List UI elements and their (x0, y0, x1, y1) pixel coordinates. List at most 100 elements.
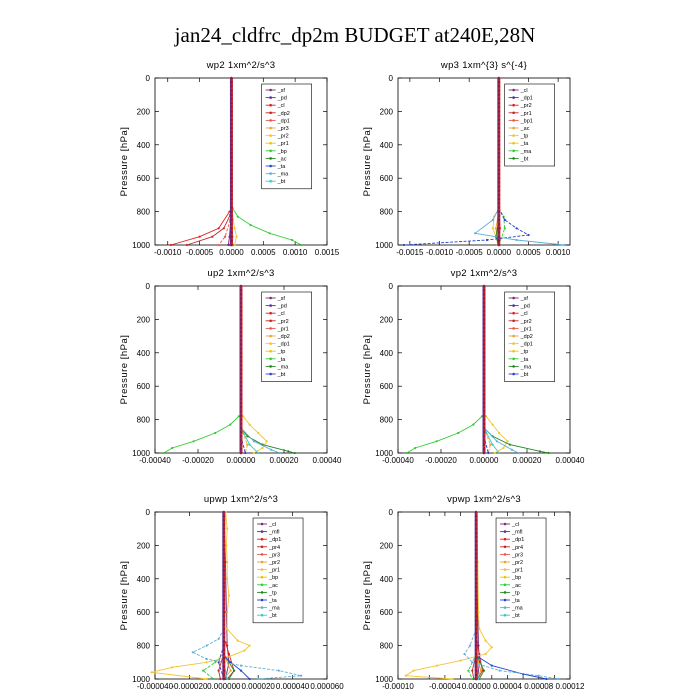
legend-entry: _cl (520, 88, 528, 94)
zero-profile-point (239, 372, 243, 375)
zero-profile-point (222, 590, 226, 593)
zero-profile-point (497, 101, 501, 105)
zero-profile-point (497, 80, 501, 84)
series-point (538, 450, 542, 453)
zero-profile-point (482, 284, 486, 288)
legend-entry: _bp (511, 575, 521, 581)
y-tick-label: 400 (137, 141, 151, 150)
y-tick-label: 800 (137, 642, 151, 651)
zero-profile-point (497, 176, 501, 180)
series-point (491, 423, 494, 426)
y-axis-label: Pressure [hPa] (119, 335, 130, 405)
x-tick-label: -0.0005 (186, 248, 214, 257)
panel-title: vp2 1xm^2/s^3 (451, 268, 518, 279)
series-point (278, 451, 281, 455)
series-point (257, 431, 260, 435)
x-tick-label: 0.00000 (227, 456, 256, 465)
zero-profile-point (474, 552, 478, 556)
figure-title: jan24_cldfrc_dp2m BUDGET at240E,28N (174, 23, 536, 47)
zero-profile-point (230, 243, 233, 247)
zero-profile-point (482, 380, 486, 384)
zero-profile-point (482, 405, 486, 409)
series-point (171, 666, 174, 669)
zero-profile-point (239, 447, 243, 451)
zero-profile-point (239, 364, 243, 367)
zero-profile-point (230, 97, 233, 101)
zero-profile-point (474, 673, 478, 677)
zero-profile-point (497, 97, 501, 101)
zero-profile-point (482, 368, 486, 371)
series-line (483, 427, 519, 454)
y-tick-label: 200 (137, 107, 151, 116)
series-line (404, 511, 493, 680)
series-line (242, 416, 268, 454)
legend-marker (269, 149, 272, 153)
legend-marker (269, 357, 272, 361)
legend-entry: _ma (520, 149, 533, 155)
series-point (248, 644, 251, 647)
zero-profile-point (497, 126, 501, 130)
legend-entry: _pr2 (520, 103, 532, 109)
series-point (477, 611, 480, 614)
zero-profile-point (230, 206, 233, 209)
series-line (186, 214, 231, 246)
zero-profile-point (497, 181, 501, 184)
legend-entry: _cl (277, 311, 285, 317)
x-tick-label: 0.000000 (207, 682, 241, 691)
zero-profile-point (474, 615, 478, 618)
legend-marker (503, 568, 507, 571)
series-point (237, 415, 240, 418)
zero-profile-point (482, 326, 486, 330)
legend-marker (269, 96, 272, 99)
zero-profile-point (222, 514, 226, 518)
series-point (229, 669, 232, 672)
series-point (491, 227, 494, 230)
zero-profile-point (222, 623, 226, 627)
zero-profile-point (474, 581, 478, 585)
plot-frame (397, 77, 571, 246)
series-point (537, 674, 540, 677)
zero-profile-point (239, 359, 243, 363)
zero-profile-point (497, 151, 501, 155)
zero-profile-point (239, 313, 243, 317)
legend-marker (269, 304, 272, 307)
zero-profile-point (474, 564, 478, 568)
zero-profile-point (497, 118, 501, 122)
zero-profile-point (474, 610, 478, 614)
legend-marker (503, 583, 507, 587)
x-tick-label: -0.0010 (426, 248, 454, 257)
zero-profile-point (474, 627, 478, 631)
y-tick-label: 600 (380, 608, 394, 617)
legend-marker (512, 149, 515, 153)
zero-profile-point (222, 539, 226, 543)
series-point (268, 232, 271, 235)
zero-profile-point (222, 644, 226, 647)
panels-group: wp2 1xm^2/s^3 Pressure [hPa] 0 200 400 600 800… (119, 60, 585, 691)
zero-profile-point (222, 510, 226, 514)
legend-entry: _pr3 (277, 126, 289, 132)
legend-marker (512, 88, 515, 92)
series-point (436, 664, 439, 667)
series-point (471, 669, 474, 672)
zero-profile-point (497, 189, 501, 193)
x-tick-label: -0.00010 (382, 682, 414, 691)
legend-marker (269, 327, 272, 330)
zero-profile-point (482, 309, 486, 313)
zero-profile-point (239, 297, 243, 300)
x-tick-label: -0.0015 (396, 248, 424, 257)
legend-marker (269, 372, 272, 376)
panel-title: vpwp 1xm^2/s^3 (447, 494, 521, 505)
legend-marker (260, 522, 264, 526)
zero-profile-point (222, 573, 226, 576)
series-point (248, 677, 251, 681)
series-point (502, 446, 505, 450)
legend-marker (269, 342, 272, 345)
legend-entry: _pr1 (511, 568, 523, 574)
legend-entry: _bp1 (520, 118, 533, 124)
legend-entry: _dp1 (511, 537, 524, 543)
legend-marker (512, 296, 515, 300)
legend-entry: _ta (268, 598, 278, 604)
zero-profile-point (230, 80, 233, 84)
zero-profile-point (474, 569, 478, 572)
zero-profile-point (239, 334, 243, 338)
